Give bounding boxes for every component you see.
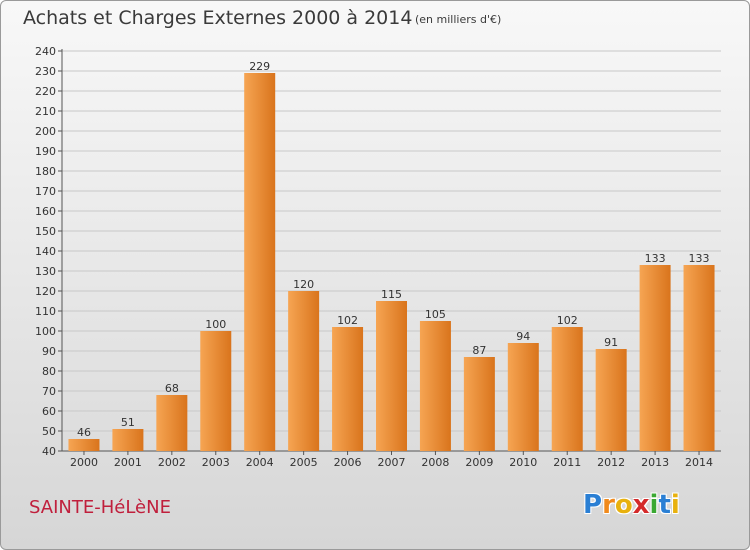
- value-label-2010: 94: [516, 330, 530, 343]
- proxiti-logo: Proxiti: [583, 490, 680, 520]
- y-tick-label: 200: [35, 125, 56, 138]
- logo-letter: r: [602, 490, 615, 520]
- logo-letter: i: [670, 490, 680, 520]
- y-tick-label: 190: [35, 145, 56, 158]
- value-label-2004: 229: [249, 60, 270, 73]
- logo-letter: i: [649, 490, 659, 520]
- y-tick-label: 40: [42, 445, 56, 458]
- y-tick-label: 120: [35, 285, 56, 298]
- y-tick-label: 100: [35, 325, 56, 338]
- y-tick-label: 50: [42, 425, 56, 438]
- value-label-2009: 87: [472, 344, 486, 357]
- y-tick-label: 210: [35, 105, 56, 118]
- labels: 40 50 60 70 80 90 100 110 120 130 140 150 160 170 180 1…: [35, 45, 713, 469]
- x-tick-label-2013: 2013: [641, 456, 669, 469]
- x-tick-label-2003: 2003: [202, 456, 230, 469]
- bar-2000: [68, 439, 100, 451]
- value-label-2000: 46: [77, 426, 91, 439]
- bar-2011: [551, 327, 583, 451]
- logo-letter: o: [614, 490, 633, 520]
- bar-2010: [507, 343, 539, 451]
- value-label-2013: 133: [645, 252, 666, 265]
- y-tick-label: 180: [35, 165, 56, 178]
- x-tick-label-2000: 2000: [70, 456, 98, 469]
- bars: [68, 73, 715, 451]
- bar-2008: [419, 321, 451, 451]
- y-tick-label: 240: [35, 45, 56, 58]
- bar-2002: [156, 395, 188, 451]
- x-tick-label-2008: 2008: [421, 456, 449, 469]
- value-label-2002: 68: [165, 382, 179, 395]
- y-tick-label: 70: [42, 385, 56, 398]
- bar-2005: [288, 291, 320, 451]
- y-tick-label: 150: [35, 225, 56, 238]
- x-tick-label-2001: 2001: [114, 456, 142, 469]
- y-tick-label: 60: [42, 405, 56, 418]
- value-label-2007: 115: [381, 288, 402, 301]
- x-tick-label-2002: 2002: [158, 456, 186, 469]
- bar-2013: [639, 265, 671, 451]
- value-label-2012: 91: [604, 336, 618, 349]
- value-label-2014: 133: [689, 252, 710, 265]
- y-tick-label: 220: [35, 85, 56, 98]
- bar-2014: [683, 265, 715, 451]
- value-label-2011: 102: [557, 314, 578, 327]
- x-tick-label-2011: 2011: [553, 456, 581, 469]
- y-tick-label: 140: [35, 245, 56, 258]
- x-tick-label-2010: 2010: [509, 456, 537, 469]
- value-label-2008: 105: [425, 308, 446, 321]
- bar-2012: [595, 349, 627, 451]
- x-tick-label-2014: 2014: [685, 456, 713, 469]
- value-label-2006: 102: [337, 314, 358, 327]
- value-label-2003: 100: [205, 318, 226, 331]
- chart-subtitle: (en milliers d'€): [415, 13, 502, 26]
- bar-2001: [112, 429, 144, 451]
- x-tick-label-2009: 2009: [465, 456, 493, 469]
- bar-2004: [244, 73, 276, 451]
- x-tick-label-2004: 2004: [246, 456, 274, 469]
- logo-letter: x: [632, 490, 650, 520]
- chart-title: Achats et Charges Externes 2000 à 2014: [23, 7, 413, 29]
- x-tick-label-2012: 2012: [597, 456, 625, 469]
- bar-2007: [376, 301, 407, 451]
- y-tick-label: 230: [35, 65, 56, 78]
- y-tick-label: 170: [35, 185, 56, 198]
- bar-2003: [200, 331, 232, 451]
- x-tick-label-2006: 2006: [334, 456, 362, 469]
- logo-letter: t: [658, 490, 671, 520]
- y-tick-label: 110: [35, 305, 56, 318]
- x-tick-label-2005: 2005: [290, 456, 318, 469]
- y-tick-label: 90: [42, 345, 56, 358]
- x-tick-label-2007: 2007: [378, 456, 406, 469]
- logo-letter: P: [583, 490, 603, 520]
- y-tick-label: 130: [35, 265, 56, 278]
- bar-2006: [332, 327, 364, 451]
- y-tick-label: 160: [35, 205, 56, 218]
- bar-2009: [463, 357, 495, 451]
- value-label-2001: 51: [121, 416, 135, 429]
- y-tick-label: 80: [42, 365, 56, 378]
- value-label-2005: 120: [293, 278, 314, 291]
- place-name: SAINTE-HéLèNE: [29, 497, 171, 518]
